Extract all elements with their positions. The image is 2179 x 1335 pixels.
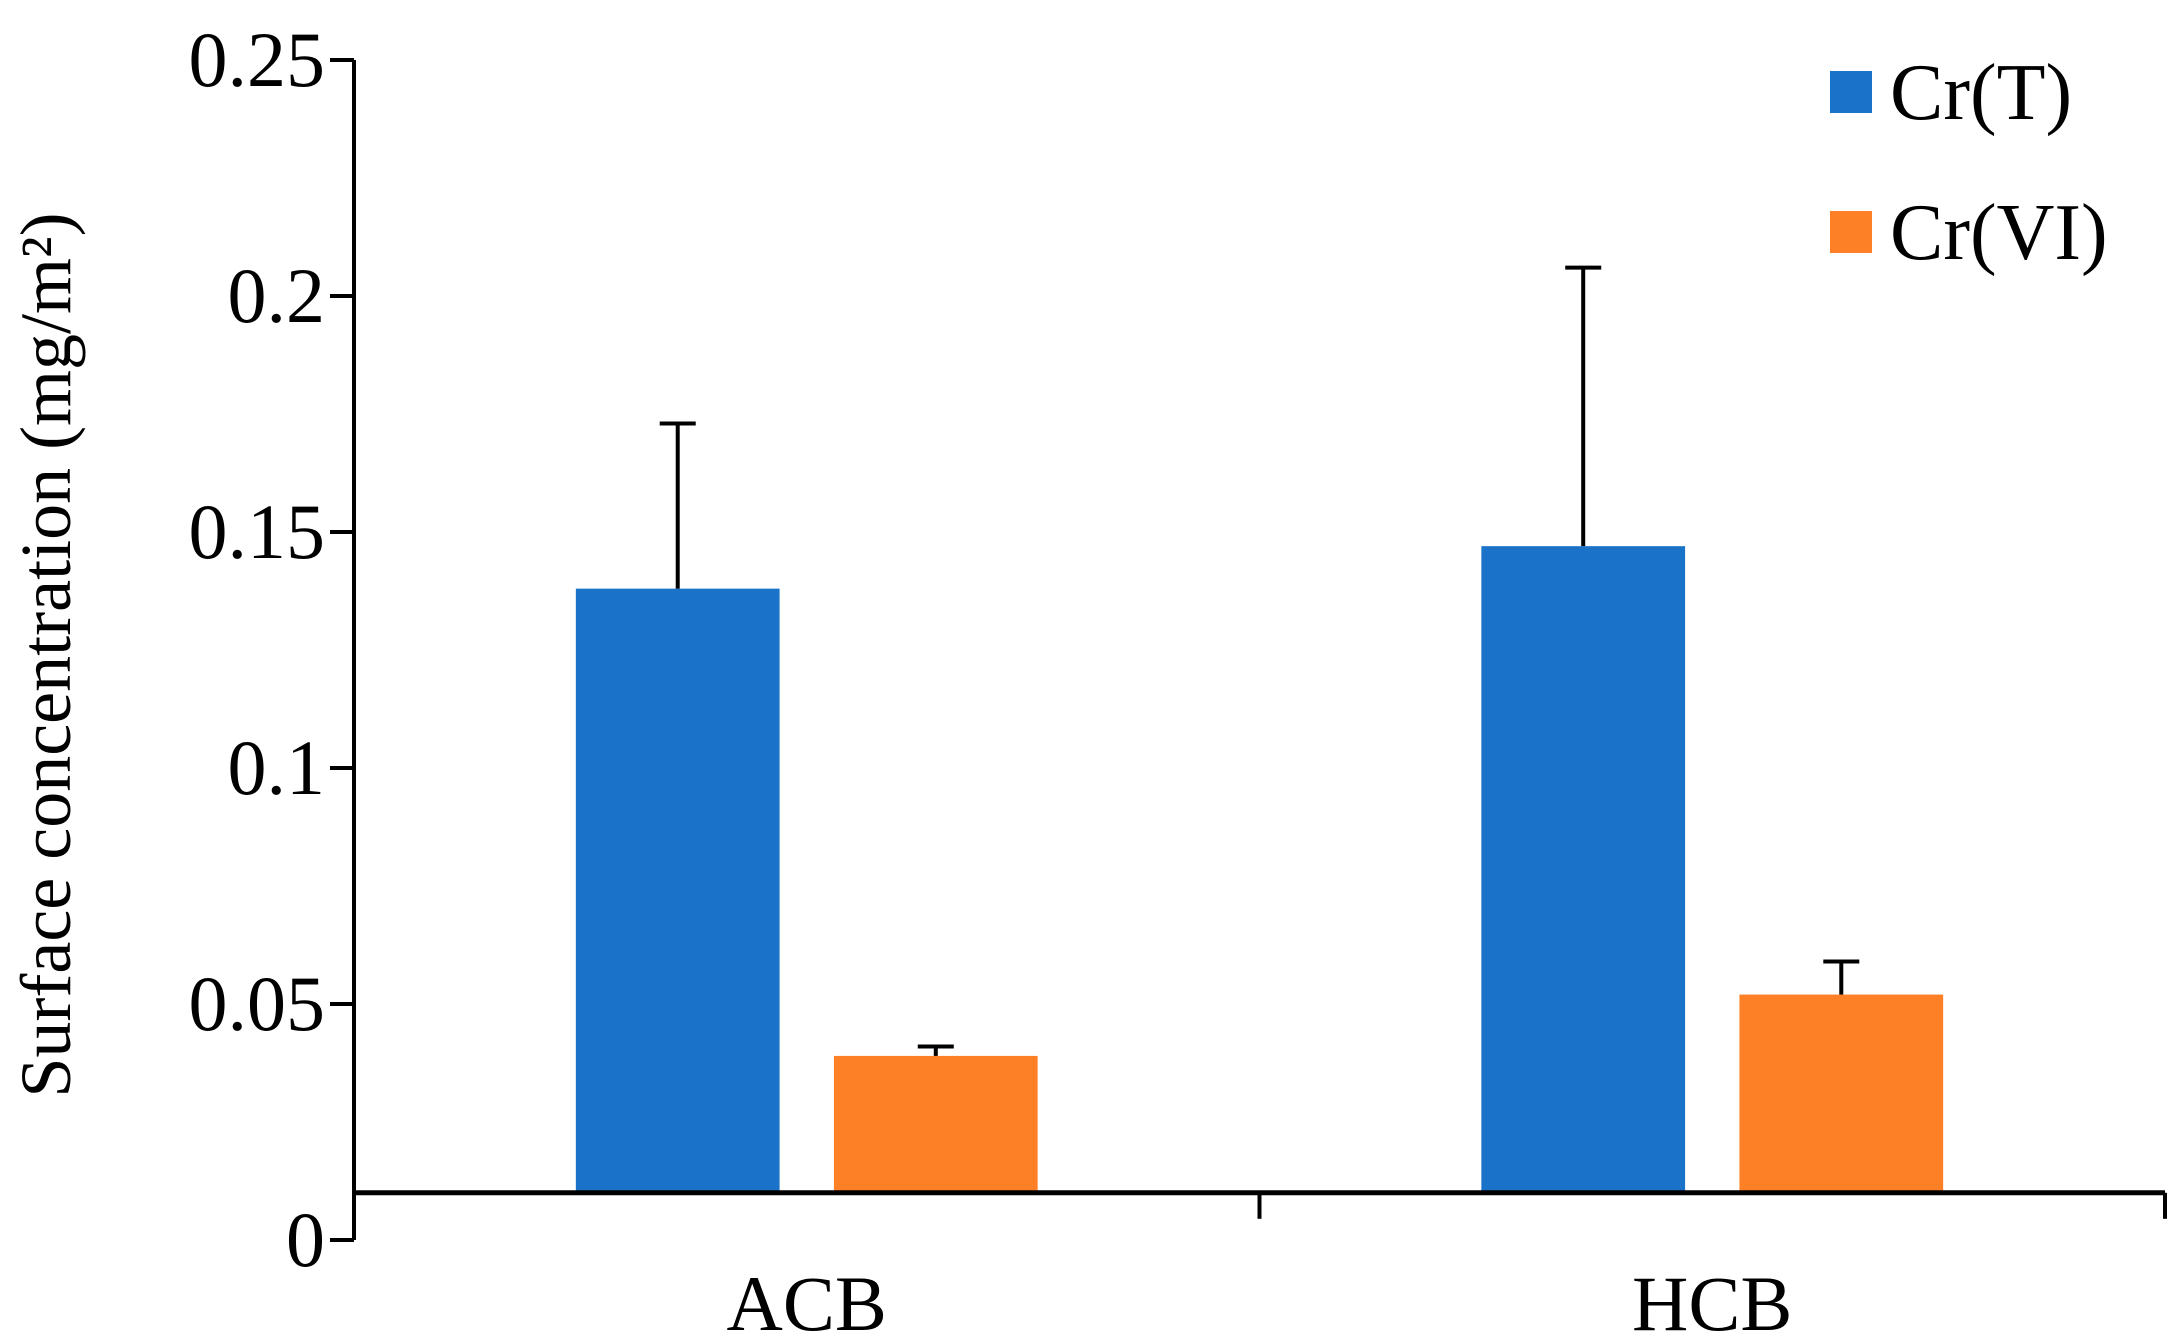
- y-axis-title: Surface concentration (mg/m²): [6, 212, 86, 1097]
- y-tick-label-2: 0.1: [228, 724, 326, 811]
- bar-acb-0: [575, 588, 780, 1193]
- y-tick-label-0: 0: [286, 1196, 325, 1283]
- legend-swatch-1: [1830, 211, 1872, 253]
- legend-swatch-0: [1830, 71, 1872, 113]
- y-tick-label-5: 0.25: [189, 16, 326, 103]
- legend: Cr(T) Cr(VI): [1830, 49, 2108, 277]
- x-tick-label-hcb: HCB: [1632, 1260, 1792, 1335]
- y-tick-label-4: 0.2: [228, 252, 326, 339]
- bar-acb-1: [833, 1055, 1038, 1193]
- y-tick-label-3: 0.15: [189, 488, 326, 575]
- error-bars-layer: [659, 265, 1860, 1056]
- axes-layer: [330, 58, 2167, 1242]
- y-tick-label-1: 0.05: [189, 960, 326, 1047]
- x-tick-label-acb: ACB: [727, 1260, 887, 1335]
- bar-hcb-0: [1481, 546, 1686, 1193]
- legend-label-1: Cr(VI): [1890, 189, 2108, 277]
- bar-hcb-1: [1739, 994, 1944, 1193]
- bars-layer: [575, 546, 1944, 1193]
- legend-label-0: Cr(T): [1890, 49, 2072, 137]
- tick-labels-layer: ACB HCB 0 0.05 0.1 0.15 0.2 0.25: [189, 16, 1793, 1335]
